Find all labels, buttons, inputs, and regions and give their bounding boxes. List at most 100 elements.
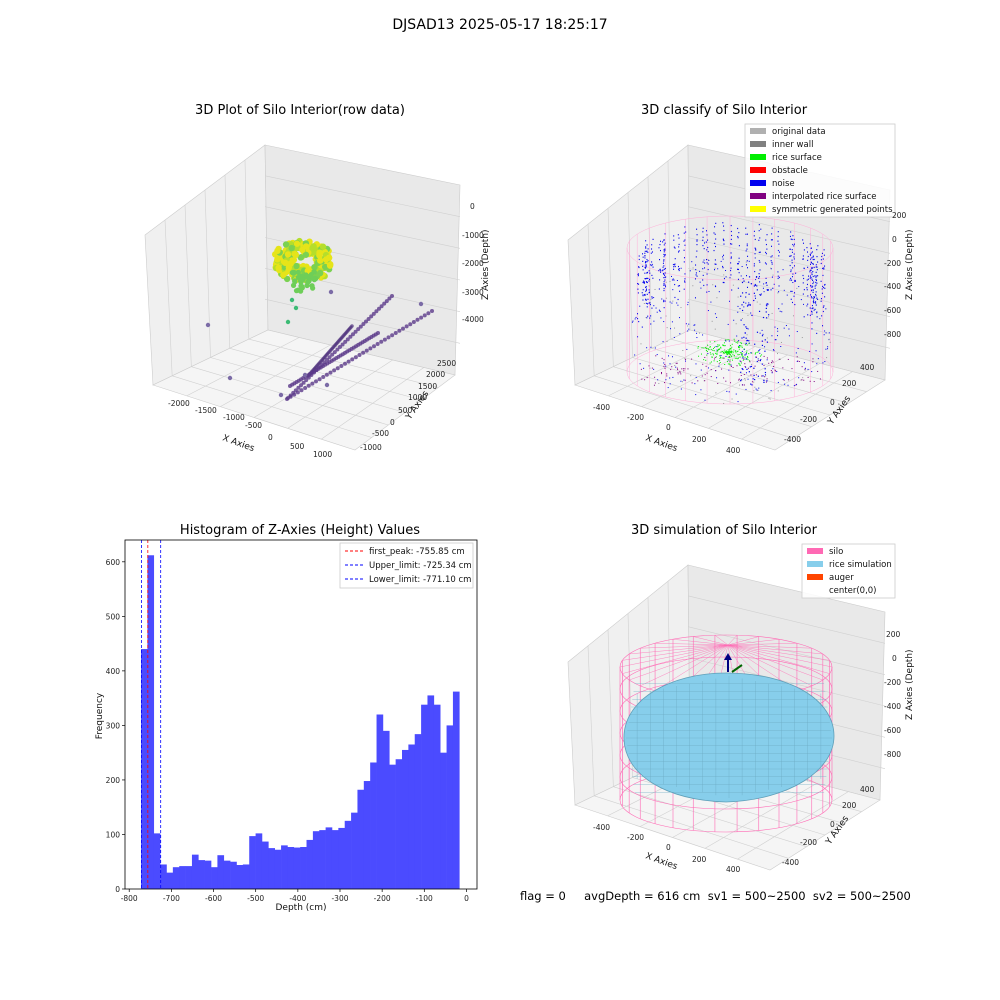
noise-point <box>663 283 665 285</box>
legend-swatch <box>750 154 766 160</box>
noise-point <box>795 280 797 282</box>
noise-point <box>809 307 811 309</box>
rice-point <box>697 347 699 349</box>
interp-point <box>807 376 809 378</box>
noise-point <box>759 269 761 271</box>
interp-point <box>773 365 775 367</box>
noise-point <box>771 312 773 314</box>
noise-point <box>790 270 792 273</box>
noise-point <box>714 269 716 271</box>
noise-point <box>683 232 685 234</box>
noise-point <box>705 230 707 232</box>
noise-point <box>781 311 783 313</box>
rice-point <box>714 340 716 342</box>
noise-point <box>750 383 752 385</box>
noise-point <box>753 263 755 265</box>
data-point <box>374 309 379 314</box>
histogram-bars <box>141 555 460 889</box>
noise-point <box>638 266 640 269</box>
histogram-bar <box>255 833 263 889</box>
noise-point <box>637 288 639 290</box>
noise-point <box>725 270 727 272</box>
rice-point <box>716 361 718 363</box>
p1-ytick: 0 <box>390 418 395 427</box>
noise-point <box>820 262 822 265</box>
noise-point <box>722 265 724 268</box>
noise-point <box>677 298 679 301</box>
noise-point <box>815 276 817 278</box>
noise-point <box>746 248 748 250</box>
noise-point <box>645 286 647 288</box>
noise-point <box>790 231 792 233</box>
data-point <box>301 380 306 385</box>
noise-point <box>723 225 725 227</box>
noise-point <box>756 289 758 291</box>
histogram-bar <box>268 848 275 889</box>
noise-point <box>756 285 758 287</box>
data-point <box>297 273 303 279</box>
histogram-ylabel: Frequency <box>95 692 105 739</box>
panel4-zticks: 200 0 -200 -400 -600 -800 <box>884 630 901 759</box>
noise-point <box>646 293 648 295</box>
noise-point <box>737 311 739 313</box>
noise-point <box>685 360 687 362</box>
noise-point <box>738 345 740 347</box>
data-point <box>418 301 424 307</box>
legend-swatch <box>750 128 766 134</box>
interp-point <box>732 367 734 369</box>
p4-xtick: -200 <box>627 833 644 842</box>
noise-point <box>828 332 830 334</box>
noise-point <box>807 278 809 280</box>
noise-point <box>632 320 634 322</box>
noise-point <box>680 388 682 390</box>
x-tick-label: -800 <box>121 894 138 903</box>
noise-point <box>745 326 747 328</box>
noise-point <box>815 295 817 297</box>
legend-swatch <box>807 574 823 580</box>
noise-point <box>759 332 761 334</box>
noise-point <box>737 401 739 403</box>
noise-point <box>737 237 739 239</box>
noise-point <box>680 380 682 382</box>
noise-point <box>635 316 637 318</box>
data-point <box>289 297 295 303</box>
rice-point <box>730 345 732 347</box>
noise-point <box>730 230 732 233</box>
rice-point <box>707 344 709 346</box>
noise-point <box>809 253 811 255</box>
histogram-bar <box>293 847 301 889</box>
gridline <box>607 629 614 787</box>
noise-point <box>777 353 779 355</box>
noise-point <box>763 291 765 293</box>
rice-point <box>727 353 729 355</box>
noise-point <box>762 333 764 335</box>
noise-point <box>802 242 804 244</box>
noise-point <box>812 289 814 291</box>
p1-ztick: -3000 <box>462 288 484 297</box>
p4-ztick: 200 <box>886 630 901 639</box>
noise-point <box>743 336 745 338</box>
noise-point <box>730 269 732 272</box>
noise-point <box>772 368 774 370</box>
panel2-xlabel: X Axies <box>644 433 679 454</box>
data-point <box>295 287 301 293</box>
noise-point <box>674 265 676 268</box>
histogram-bar <box>351 812 358 889</box>
noise-point <box>730 364 732 366</box>
noise-point <box>810 294 812 296</box>
noise-point <box>679 290 681 292</box>
p1-xtick: -1500 <box>195 406 217 415</box>
noise-point <box>669 377 671 379</box>
noise-point <box>649 303 651 306</box>
noise-point <box>648 302 650 304</box>
noise-point <box>766 305 768 307</box>
noise-point <box>684 239 686 241</box>
interp-point <box>774 369 776 371</box>
noise-point <box>802 258 804 260</box>
noise-point <box>695 376 697 378</box>
noise-point <box>646 277 648 279</box>
noise-point <box>750 352 752 354</box>
interp-point <box>641 378 643 380</box>
noise-point <box>811 313 813 315</box>
p1-ytick: 2500 <box>437 359 456 368</box>
